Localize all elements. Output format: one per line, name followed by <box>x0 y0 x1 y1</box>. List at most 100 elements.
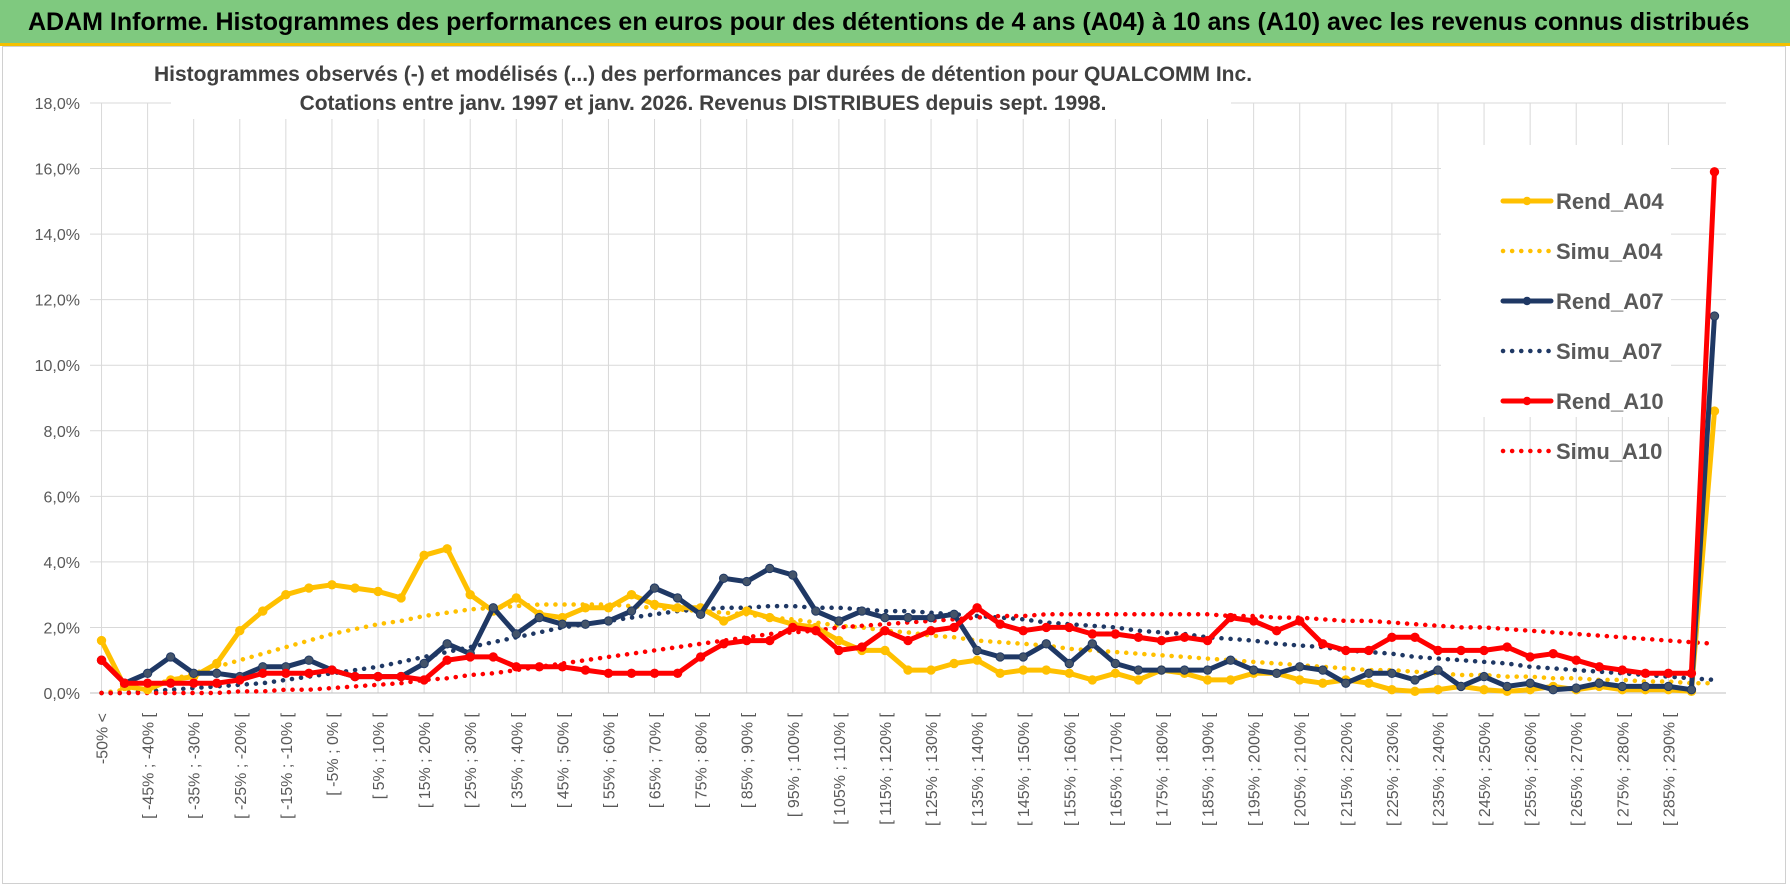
point-rend-a07 <box>1640 681 1651 692</box>
x-tick-label: [ 245% ; 250% [ <box>1477 712 1494 826</box>
y-tick-label: 14,0% <box>35 227 80 244</box>
point-rend-a04 <box>1387 685 1397 695</box>
x-tick-label: [ -25% ; -20% [ <box>233 712 250 818</box>
point-rend-a07 <box>972 645 982 656</box>
point-rend-a04 <box>419 550 429 561</box>
point-rend-a04 <box>1225 675 1236 685</box>
point-rend-a10 <box>880 626 890 636</box>
x-tick-label: [ 145% ; 150% [ <box>1016 712 1033 826</box>
grid <box>90 102 1726 694</box>
series-layer <box>96 167 1720 697</box>
y-tick-label: 6,0% <box>44 489 80 506</box>
point-rend-a10 <box>765 635 775 646</box>
point-rend-a04 <box>1433 685 1443 695</box>
point-rend-a10 <box>1248 616 1259 626</box>
point-rend-a10 <box>972 603 982 613</box>
point-rend-a07 <box>1387 668 1397 679</box>
series-line-simu-a07 <box>99 603 1717 696</box>
point-rend-a10 <box>1456 645 1466 656</box>
point-rend-a10 <box>626 668 637 679</box>
point-rend-a10 <box>1617 665 1628 675</box>
x-tick-label: [ 175% ; 180% [ <box>1154 712 1171 826</box>
point-rend-a10 <box>327 665 337 675</box>
x-axis: -50% < [ -45% ; -40% [[ -35% ; -30% [[ -2… <box>95 712 1679 826</box>
point-rend-a10 <box>304 668 314 679</box>
y-tick-label: 16,0% <box>35 162 80 179</box>
point-rend-a04 <box>1295 675 1305 685</box>
point-rend-a07 <box>834 616 844 626</box>
point-rend-a10 <box>1686 668 1697 679</box>
point-rend-a04 <box>880 645 890 656</box>
point-rend-a04 <box>834 635 844 646</box>
point-rend-a07 <box>695 609 706 620</box>
point-rend-a10 <box>1479 645 1489 656</box>
x-tick-label: [ 215% ; 220% [ <box>1339 712 1356 826</box>
y-tick-label: 8,0% <box>44 424 80 441</box>
point-rend-a10 <box>811 626 821 636</box>
legend-label: Rend_A04 <box>1556 189 1664 214</box>
x-tick-label: [ 255% ; 260% [ <box>1523 712 1540 826</box>
x-tick-label: [ 225% ; 230% [ <box>1385 712 1402 826</box>
point-rend-a07 <box>1571 683 1581 693</box>
point-rend-a07 <box>1709 311 1720 321</box>
point-rend-a07 <box>212 668 222 679</box>
point-rend-a07 <box>903 612 913 623</box>
point-rend-a10 <box>534 662 545 672</box>
point-rend-a04 <box>235 626 245 636</box>
point-rend-a04 <box>442 544 452 554</box>
point-rend-a10 <box>1433 645 1443 656</box>
point-rend-a10 <box>1225 612 1236 623</box>
point-rend-a10 <box>1295 616 1305 626</box>
point-rend-a07 <box>1686 685 1697 695</box>
point-rend-a07 <box>995 652 1005 662</box>
x-tick-label: [ 235% ; 240% [ <box>1431 712 1448 826</box>
point-rend-a07 <box>1156 665 1167 675</box>
point-rend-a07 <box>1502 681 1512 692</box>
point-rend-a10 <box>557 662 568 672</box>
y-tick-label: 10,0% <box>35 358 80 375</box>
point-rend-a07 <box>1295 662 1305 672</box>
point-rend-a10 <box>1525 652 1535 662</box>
point-rend-a10 <box>1341 645 1351 656</box>
x-tick-label: [ 285% ; 290% [ <box>1661 712 1678 826</box>
point-rend-a10 <box>603 668 614 679</box>
point-rend-a07 <box>165 652 176 662</box>
legend-background <box>1441 145 1671 417</box>
y-tick-label: 18,0% <box>35 96 80 113</box>
point-rend-a10 <box>373 671 383 682</box>
legend-label: Rend_A07 <box>1556 289 1664 314</box>
point-rend-a10 <box>1548 648 1558 659</box>
point-rend-a04 <box>649 599 660 610</box>
point-rend-a07 <box>1018 652 1028 662</box>
point-rend-a10 <box>926 626 936 636</box>
point-rend-a07 <box>1617 681 1628 692</box>
point-rend-a10 <box>1594 662 1604 672</box>
point-rend-a07 <box>534 612 545 623</box>
point-rend-a10 <box>258 668 268 679</box>
point-rend-a04 <box>926 665 936 675</box>
legend-label: Rend_A10 <box>1556 389 1664 414</box>
point-rend-a04 <box>304 583 314 593</box>
point-rend-a10 <box>1571 655 1581 665</box>
point-rend-a07 <box>1271 668 1282 679</box>
point-rend-a10 <box>1709 167 1720 177</box>
x-tick-label: [ 85% ; 90% [ <box>740 712 757 808</box>
point-rend-a07 <box>788 570 798 580</box>
y-tick-label: 2,0% <box>44 620 80 637</box>
point-rend-a07 <box>765 563 775 574</box>
x-tick-label: [ 195% ; 200% [ <box>1247 712 1264 826</box>
point-rend-a07 <box>488 603 498 613</box>
point-rend-a10 <box>281 668 291 679</box>
point-rend-a10 <box>488 652 498 662</box>
point-rend-a07 <box>1663 681 1674 692</box>
legend-marker <box>1522 296 1532 306</box>
x-tick-label: -50% < <box>95 713 112 764</box>
point-rend-a04 <box>1202 675 1213 685</box>
legend-label: Simu_A07 <box>1556 339 1662 364</box>
point-rend-a07 <box>1456 681 1466 692</box>
point-rend-a04 <box>765 612 775 623</box>
point-rend-a07 <box>188 668 199 679</box>
point-rend-a04 <box>350 583 360 593</box>
point-rend-a10 <box>995 619 1005 629</box>
point-rend-a10 <box>511 662 521 672</box>
